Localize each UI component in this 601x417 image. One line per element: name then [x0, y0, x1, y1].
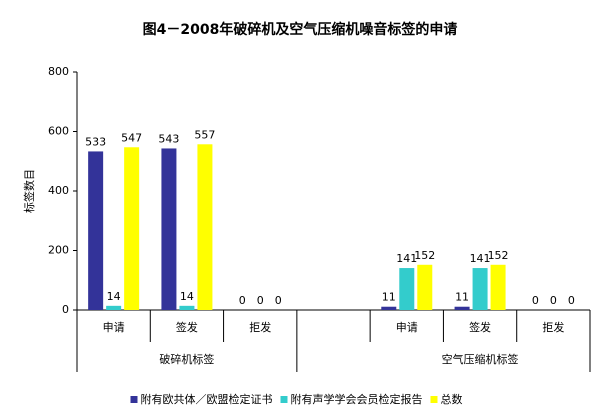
x-tick-label: 拒发 — [249, 320, 271, 334]
bar — [454, 306, 470, 310]
data-label: 11 — [455, 291, 469, 304]
bar — [161, 148, 177, 310]
group-label: 破碎机标签 — [159, 352, 214, 366]
legend-swatch — [430, 396, 438, 403]
bar — [381, 306, 397, 310]
chart-title: 图4－2008年破碎机及空气压缩机噪音标签的申请 — [143, 21, 458, 38]
x-tick-label: 签发 — [469, 320, 491, 334]
legend-swatch — [280, 396, 288, 403]
y-tick-label: 200 — [48, 244, 69, 257]
y-tick-label: 600 — [48, 125, 69, 138]
data-label: 0 — [568, 294, 575, 307]
bar — [399, 268, 415, 310]
bar — [124, 147, 140, 310]
bar — [106, 305, 122, 310]
data-label: 152 — [414, 249, 435, 262]
y-axis-label: 标签数目 — [22, 169, 36, 213]
data-label: 141 — [470, 252, 491, 265]
legend-label: 附有声学学会会员检定报告 — [291, 392, 423, 406]
group-label: 空气压缩机标签 — [442, 352, 519, 366]
data-label: 11 — [382, 291, 396, 304]
y-tick-label: 800 — [48, 65, 69, 78]
data-label: 543 — [158, 132, 179, 145]
y-tick-label: 400 — [48, 184, 69, 197]
x-tick-label: 签发 — [176, 320, 198, 334]
data-label: 557 — [194, 128, 215, 141]
data-label: 547 — [121, 131, 142, 144]
data-label: 0 — [275, 294, 282, 307]
data-label: 14 — [107, 290, 121, 303]
data-label: 141 — [396, 252, 417, 265]
x-tick-label: 拒发 — [542, 320, 564, 334]
bar — [417, 264, 433, 310]
data-label: 0 — [257, 294, 264, 307]
x-tick-label: 申请 — [396, 321, 418, 334]
x-tick-label: 申请 — [103, 321, 125, 334]
data-label: 0 — [239, 294, 246, 307]
bar — [179, 305, 195, 310]
data-label: 152 — [488, 249, 509, 262]
bar — [490, 264, 506, 310]
legend-label: 附有欧共体／欧盟检定证书 — [141, 392, 273, 406]
data-label: 533 — [85, 135, 106, 148]
data-label: 0 — [532, 294, 539, 307]
bar — [88, 151, 104, 310]
legend-swatch — [130, 396, 138, 403]
y-tick-label: 0 — [62, 303, 69, 316]
bar — [472, 268, 488, 310]
data-label: 0 — [550, 294, 557, 307]
data-label: 14 — [180, 290, 194, 303]
legend-label: 总数 — [441, 392, 463, 406]
bar — [197, 144, 213, 310]
